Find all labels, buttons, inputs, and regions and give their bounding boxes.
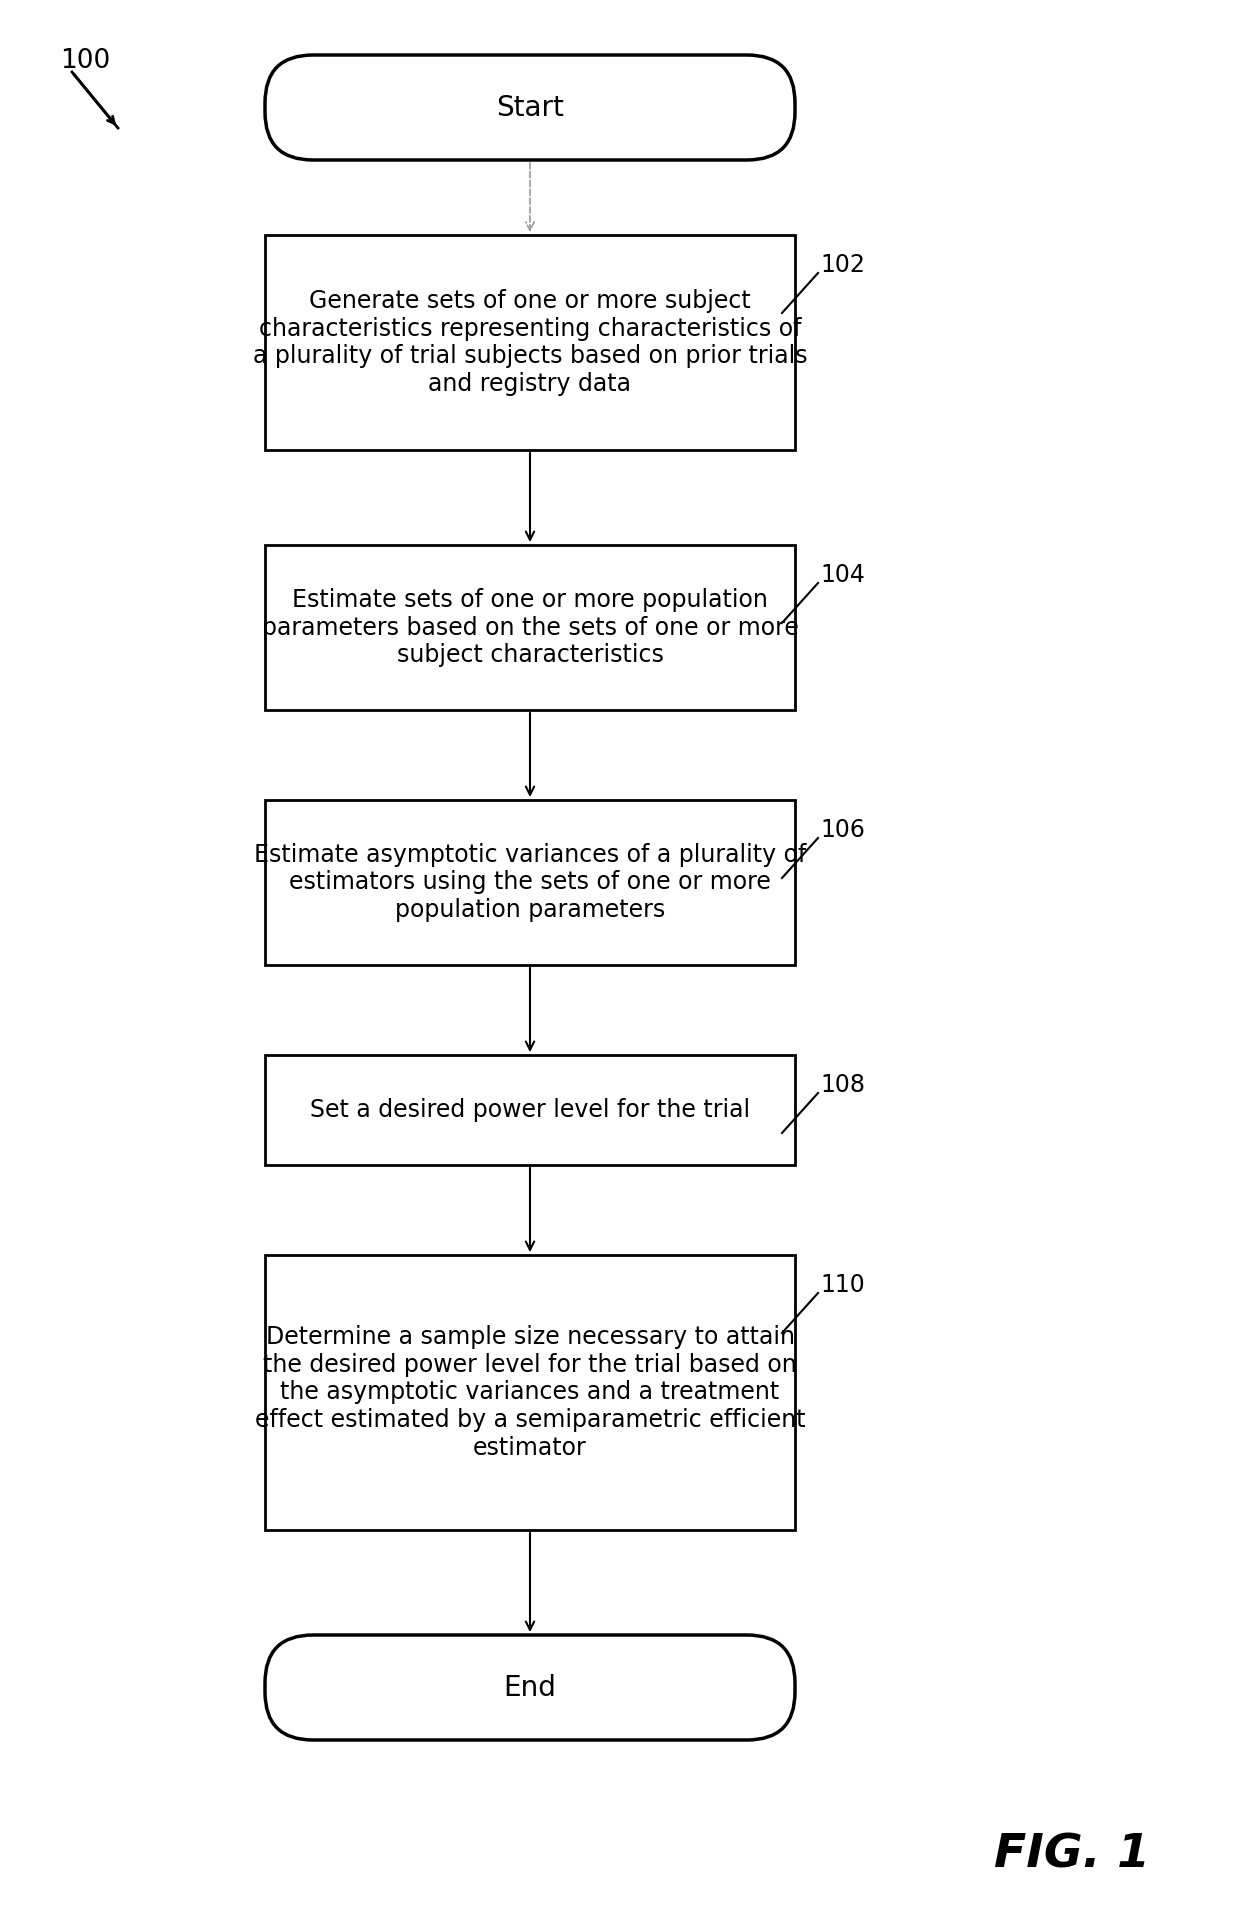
- Text: 106: 106: [820, 818, 864, 843]
- FancyBboxPatch shape: [265, 1636, 795, 1740]
- Text: End: End: [503, 1674, 557, 1701]
- Text: FIG. 1: FIG. 1: [994, 1834, 1149, 1878]
- Text: 102: 102: [820, 253, 864, 276]
- Text: Set a desired power level for the trial: Set a desired power level for the trial: [310, 1098, 750, 1121]
- Text: 110: 110: [820, 1273, 864, 1298]
- Bar: [265, 1054, 795, 1165]
- Bar: [265, 545, 795, 710]
- Text: 100: 100: [60, 48, 110, 75]
- Bar: [265, 234, 795, 449]
- Text: 108: 108: [820, 1073, 866, 1096]
- Bar: [265, 1256, 795, 1530]
- Text: Estimate asymptotic variances of a plurality of
estimators using the sets of one: Estimate asymptotic variances of a plura…: [254, 843, 806, 922]
- Text: 104: 104: [820, 563, 864, 588]
- Text: Determine a sample size necessary to attain
the desired power level for the tria: Determine a sample size necessary to att…: [254, 1325, 805, 1459]
- Text: Start: Start: [496, 94, 564, 121]
- FancyBboxPatch shape: [265, 56, 795, 159]
- Text: Generate sets of one or more subject
characteristics representing characteristic: Generate sets of one or more subject cha…: [253, 288, 807, 396]
- Bar: [265, 801, 795, 966]
- Text: Estimate sets of one or more population
parameters based on the sets of one or m: Estimate sets of one or more population …: [262, 588, 799, 668]
